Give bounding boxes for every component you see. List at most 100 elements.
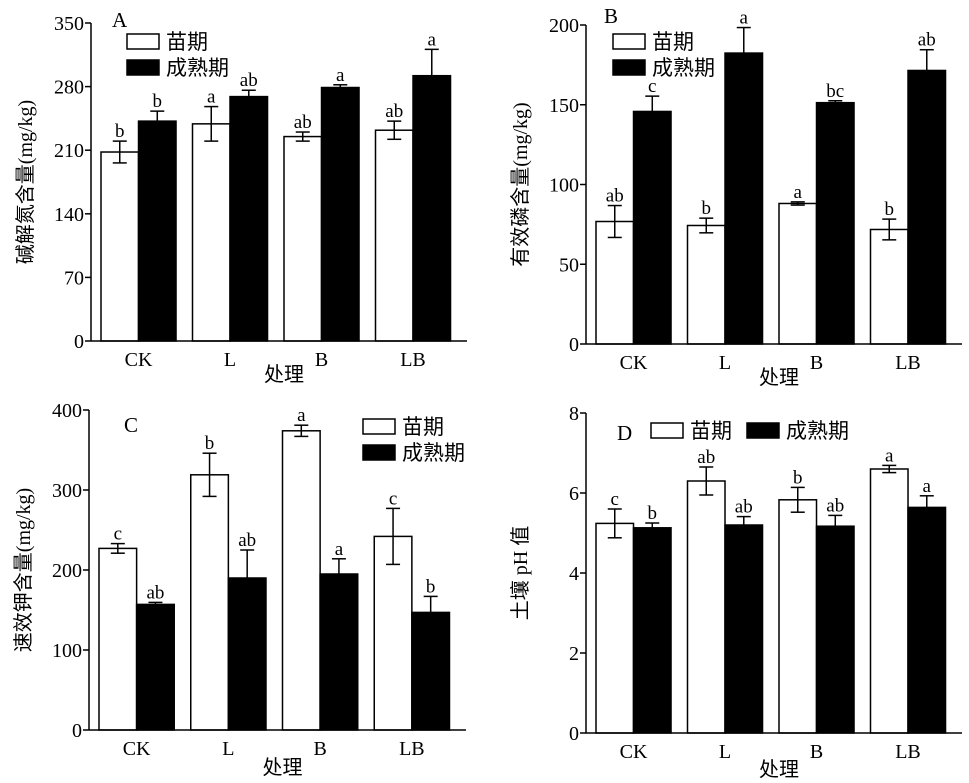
error-bar <box>607 508 622 539</box>
significance-letter: c <box>389 488 397 509</box>
significance-letter: b <box>205 433 215 454</box>
bar-b-maturity <box>815 525 855 734</box>
significance-letter: a <box>428 29 437 50</box>
legend-label: 苗期 <box>402 415 444 439</box>
legend-swatch-maturity <box>126 59 160 76</box>
error-bar <box>919 48 934 71</box>
error-bar <box>828 100 843 103</box>
y-tick-label: 210 <box>54 140 84 162</box>
bar-l-maturity <box>724 524 764 734</box>
x-tick-label: CK <box>620 352 648 374</box>
y-tick-label: 0 <box>72 720 82 742</box>
y-tick-label: 4 <box>569 563 579 585</box>
bar-lb-seedling <box>869 468 909 734</box>
x-tick-label: L <box>719 741 731 763</box>
error-bar <box>607 204 622 239</box>
significance-letter: b <box>885 199 895 220</box>
bar-ck-maturity <box>137 120 177 342</box>
y-tick-label: 2 <box>569 643 579 665</box>
legend-label: 成熟期 <box>166 56 229 80</box>
significance-letter: b <box>793 467 803 488</box>
bar-lb-seedling <box>869 228 909 345</box>
x-tick-label: L <box>222 738 234 760</box>
significance-letter: c <box>648 76 656 97</box>
x-tick-label: LB <box>895 352 921 374</box>
significance-letter: ab <box>294 112 312 133</box>
significance-letter: ab <box>238 530 256 551</box>
significance-letter: c <box>114 524 122 545</box>
error-bar <box>828 514 843 527</box>
bar-b-maturity <box>320 86 360 342</box>
y-tick-label: 200 <box>52 560 82 582</box>
y-tick-label: 0 <box>569 723 579 745</box>
significance-letter: a <box>794 182 803 203</box>
bar-ck-seedling <box>595 522 635 734</box>
significance-letter: b <box>702 198 712 219</box>
significance-letter: ab <box>826 495 844 516</box>
legend-label: 成熟期 <box>786 419 849 443</box>
error-bar <box>387 120 402 141</box>
legend-swatch-seedling <box>362 418 396 435</box>
legend: 苗期成熟期 <box>650 419 849 443</box>
x-tick-label: LB <box>399 738 425 760</box>
error-bar <box>295 131 310 142</box>
x-axis-label: 处理 <box>759 366 799 389</box>
bar-lb-maturity <box>907 69 947 345</box>
x-tick-label: CK <box>123 738 151 760</box>
x-tick-label: B <box>810 352 823 374</box>
y-tick-label: 6 <box>569 483 579 505</box>
y-tick-label: 0 <box>74 331 84 353</box>
y-tick-label: 140 <box>54 204 84 226</box>
error-bar <box>919 495 934 508</box>
error-bar <box>148 601 163 605</box>
bar-l-seedling <box>686 224 726 345</box>
bar-b-seedling <box>283 135 323 342</box>
bar-l-maturity <box>229 95 269 342</box>
bar-b-seedling <box>281 430 321 731</box>
error-bar <box>240 549 255 578</box>
x-tick-label: LB <box>400 349 426 371</box>
panel-label: B <box>604 4 618 28</box>
significance-letter: ab <box>697 447 715 468</box>
y-tick-label: 100 <box>52 640 82 662</box>
significance-letter: b <box>426 576 436 597</box>
bar-lb-maturity <box>907 506 947 734</box>
error-bar <box>790 201 805 206</box>
error-bar <box>882 218 897 241</box>
error-bar <box>645 95 660 112</box>
panel-label: C <box>124 413 138 437</box>
y-tick-label: 280 <box>54 77 84 99</box>
significance-letter: ab <box>240 70 258 91</box>
legend-label: 成熟期 <box>402 441 465 465</box>
x-tick-label: LB <box>895 741 921 763</box>
y-tick-label: 200 <box>549 15 579 37</box>
bar-ck-maturity <box>632 110 672 345</box>
x-tick-label: L <box>719 352 731 374</box>
y-tick-label: 150 <box>549 95 579 117</box>
bar-b-maturity <box>815 101 855 345</box>
significance-letter: bc <box>826 81 844 102</box>
error-bar <box>736 515 751 525</box>
significance-letter: b <box>115 121 125 142</box>
y-tick-label: 400 <box>52 400 82 422</box>
significance-letter: a <box>740 8 749 29</box>
x-tick-label: B <box>315 349 328 371</box>
panel-label: A <box>112 8 128 32</box>
y-tick-label: 0 <box>569 334 579 356</box>
significance-letter: ab <box>918 30 936 51</box>
bar-b-seedling <box>778 499 818 734</box>
legend-label: 苗期 <box>652 30 694 54</box>
error-bar <box>736 26 751 54</box>
y-axis-label: 土壤 pH 值 <box>509 526 532 620</box>
legend-swatch-seedling <box>612 33 646 50</box>
bar-ck-seedling <box>100 151 140 342</box>
bar-l-seedling <box>686 480 726 734</box>
bar-ck-maturity <box>135 603 175 731</box>
x-tick-label: CK <box>620 741 648 763</box>
significance-letter: a <box>923 476 932 497</box>
legend-swatch-seedling <box>126 33 160 50</box>
